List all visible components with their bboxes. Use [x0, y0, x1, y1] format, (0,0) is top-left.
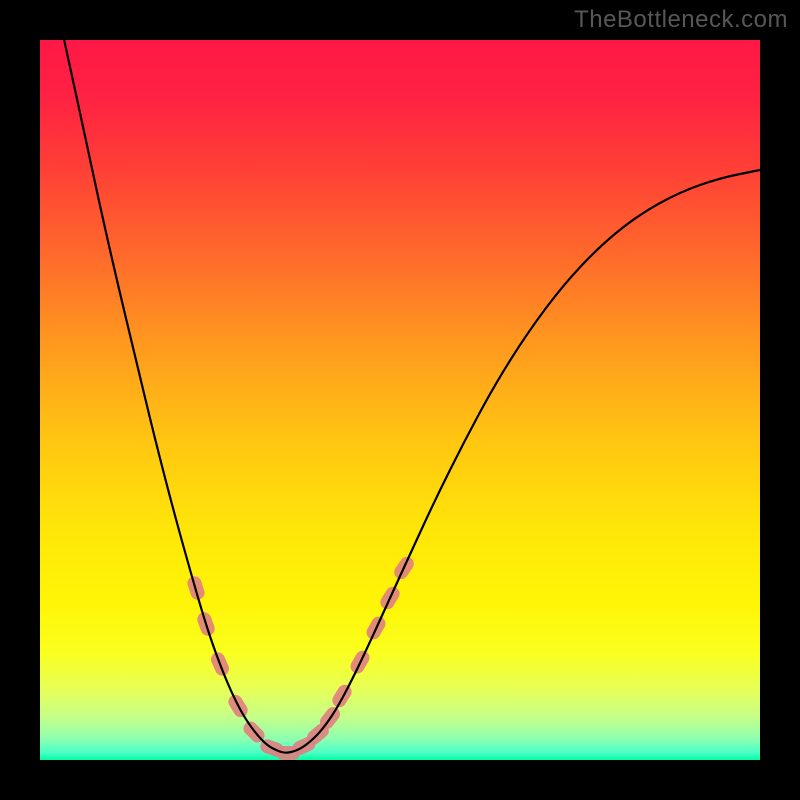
bottleneck-curve [62, 40, 760, 753]
marker-group [186, 554, 417, 760]
bottleneck-curve-layer [40, 40, 760, 760]
watermark-text: TheBottleneck.com [574, 6, 788, 34]
curve-marker [330, 682, 355, 710]
chart-plot-area [40, 40, 760, 760]
